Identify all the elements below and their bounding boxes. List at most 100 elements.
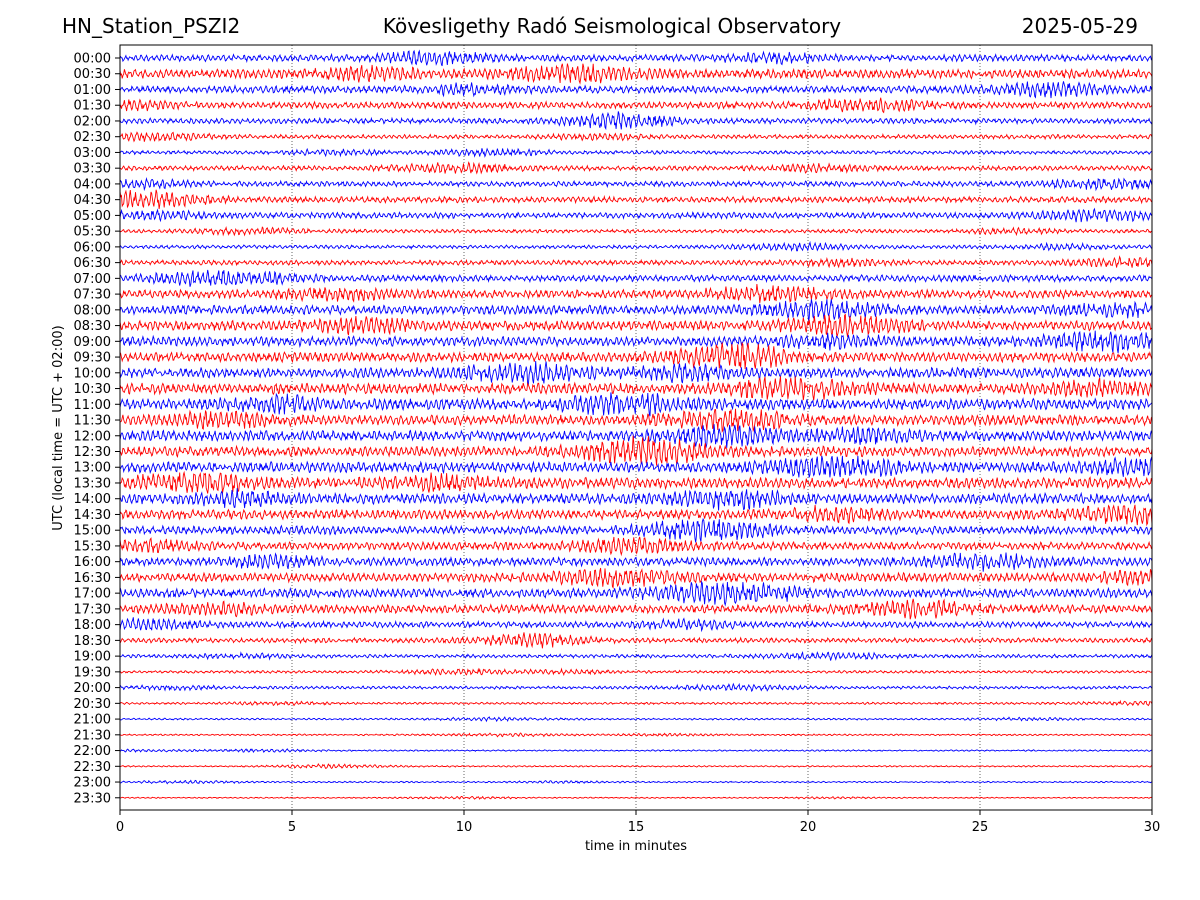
y-tick-label: 13:30: [74, 476, 111, 491]
x-tick-label: 10: [456, 820, 473, 835]
trace-0330: [119, 161, 1153, 175]
trace-2100: [119, 716, 1152, 723]
y-tick-label: 18:30: [74, 634, 111, 649]
y-tick-label: 00:00: [74, 52, 111, 67]
x-tick-label: 5: [288, 820, 296, 835]
x-tick-label: 15: [628, 820, 645, 835]
trace-0430: [119, 189, 1153, 209]
seismic-traces: [119, 49, 1153, 800]
y-tick-label: 05:00: [74, 209, 111, 224]
y-tick-label: 10:30: [74, 382, 111, 397]
trace-1000: [119, 360, 1153, 386]
x-tick-label: 20: [800, 820, 817, 835]
y-tick-label: 12:30: [74, 445, 111, 460]
trace-1800: [119, 617, 1153, 633]
trace-2230: [120, 763, 1153, 770]
trace-0200: [119, 111, 1153, 131]
y-tick-label: 10:00: [74, 366, 111, 381]
trace-0830: [119, 313, 1153, 338]
y-tick-label: 03:30: [74, 162, 111, 177]
trace-1200: [119, 424, 1153, 448]
trace-0100: [119, 81, 1153, 99]
y-tick-label: 01:30: [74, 99, 111, 114]
y-tick-label: 23:30: [74, 791, 111, 806]
trace-0000: [119, 49, 1153, 67]
y-tick-label: 04:00: [74, 177, 111, 192]
y-tick-label: 17:00: [74, 587, 111, 602]
y-tick-label: 09:30: [74, 351, 111, 366]
trace-1830: [119, 632, 1153, 649]
trace-1400: [119, 488, 1153, 511]
x-tick-label: 30: [1144, 820, 1161, 835]
observatory-title: Kövesligethy Radó Seismological Observat…: [382, 14, 842, 38]
y-tick-label: 07:30: [74, 288, 111, 303]
trace-0630: [119, 255, 1153, 269]
y-tick-label: 05:30: [74, 225, 111, 240]
y-tick-label: 09:00: [74, 335, 111, 350]
y-tick-label: 21:30: [74, 728, 111, 743]
y-tick-label: 07:00: [74, 272, 111, 287]
trace-0700: [119, 269, 1153, 287]
y-tick-label: 16:00: [74, 555, 111, 570]
trace-2030: [119, 699, 1153, 707]
trace-1230: [119, 435, 1153, 466]
x-axis-ticks: 0 5 10 15 20 25 30: [116, 810, 1160, 835]
trace-2130: [119, 732, 1153, 738]
y-tick-label: 19:30: [74, 665, 111, 680]
trace-1900: [119, 651, 1153, 661]
trace-0500: [119, 207, 1153, 223]
trace-0600: [119, 240, 1153, 252]
trace-1330: [119, 470, 1153, 494]
trace-0130: [119, 97, 1153, 114]
y-tick-label: 21:00: [74, 713, 111, 728]
trace-1500: [119, 517, 1153, 543]
y-tick-label: 11:00: [74, 398, 111, 413]
y-tick-label: 22:00: [74, 744, 111, 759]
trace-0800: [119, 299, 1153, 321]
y-tick-label: 08:00: [74, 303, 111, 318]
grid-lines: [291, 45, 981, 810]
y-tick-label: 14:30: [74, 508, 111, 523]
trace-1100: [119, 392, 1153, 417]
y-tick-label: 14:00: [74, 492, 111, 507]
trace-2000: [119, 682, 1153, 693]
trace-1430: [119, 504, 1153, 527]
y-tick-label: 08:30: [74, 319, 111, 334]
y-tick-label: 16:30: [74, 571, 111, 586]
trace-0230: [119, 131, 1153, 143]
trace-1030: [119, 376, 1153, 401]
y-tick-label: 06:00: [74, 240, 111, 255]
trace-1930: [119, 667, 1153, 677]
x-tick-label: 0: [116, 820, 124, 835]
y-tick-label: 22:30: [74, 760, 111, 775]
trace-0930: [119, 342, 1153, 370]
y-tick-label: 20:30: [74, 697, 111, 712]
trace-1730: [119, 598, 1153, 620]
y-tick-label: 19:00: [74, 650, 111, 665]
trace-0300: [119, 147, 1152, 158]
x-axis-label: time in minutes: [585, 839, 687, 854]
y-axis-label: UTC (local time = UTC + 02:00): [51, 325, 66, 530]
y-tick-label: 02:00: [74, 114, 111, 129]
y-tick-label: 02:30: [74, 130, 111, 145]
y-tick-label: 15:00: [74, 524, 111, 539]
trace-0400: [119, 176, 1153, 192]
trace-2200: [119, 748, 1152, 753]
y-tick-label: 00:30: [74, 67, 111, 82]
y-tick-label: 23:00: [74, 776, 111, 791]
y-tick-label: 13:00: [74, 461, 111, 476]
trace-1600: [119, 552, 1153, 572]
y-tick-label: 11:30: [74, 414, 111, 429]
y-tick-label: 15:30: [74, 539, 111, 554]
y-tick-label: 06:30: [74, 256, 111, 271]
station-name: HN_Station_PSZI2: [62, 14, 241, 38]
trace-2300: [119, 779, 1153, 785]
y-tick-label: 20:00: [74, 681, 111, 696]
trace-2330: [119, 795, 1153, 800]
y-tick-label: 18:00: [74, 618, 111, 633]
trace-1300: [119, 455, 1153, 478]
trace-0900: [119, 330, 1153, 354]
trace-1530: [119, 536, 1153, 557]
y-tick-label: 17:30: [74, 602, 111, 617]
